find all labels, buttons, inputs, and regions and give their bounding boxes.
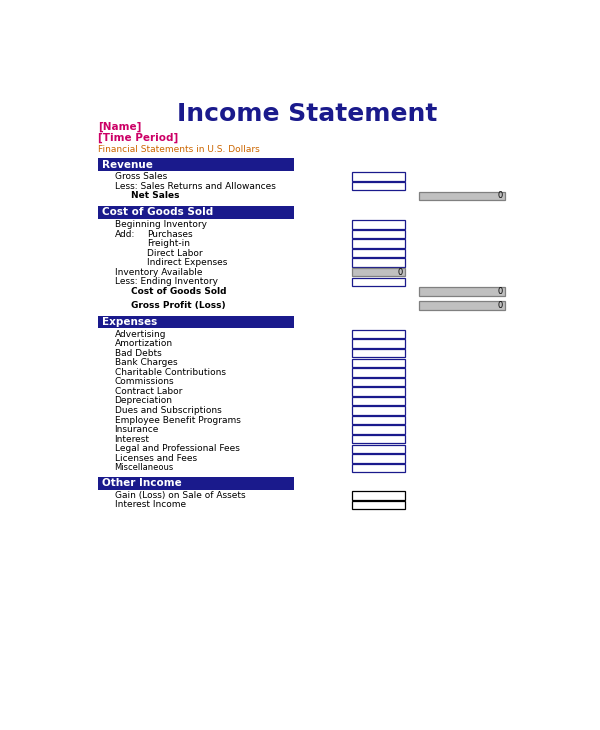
Bar <box>352 464 405 472</box>
Text: Beginning Inventory: Beginning Inventory <box>115 220 206 229</box>
Text: Dues and Subscriptions: Dues and Subscriptions <box>115 406 221 415</box>
Text: Employee Benefit Programs: Employee Benefit Programs <box>115 415 241 425</box>
Bar <box>352 491 405 499</box>
Text: Bad Debts: Bad Debts <box>115 349 161 358</box>
Text: Gain (Loss) on Sale of Assets: Gain (Loss) on Sale of Assets <box>115 491 245 500</box>
Bar <box>352 182 405 191</box>
Text: Legal and Professional Fees: Legal and Professional Fees <box>115 445 239 453</box>
Text: 0: 0 <box>497 191 502 200</box>
Bar <box>352 330 405 338</box>
Text: Freight-in: Freight-in <box>147 239 190 248</box>
Bar <box>352 277 405 286</box>
Text: Expenses: Expenses <box>102 317 157 327</box>
Text: Less: Sales Returns and Allowances: Less: Sales Returns and Allowances <box>115 182 275 191</box>
Bar <box>352 358 405 367</box>
Text: Cost of Goods Sold: Cost of Goods Sold <box>102 207 213 218</box>
Bar <box>352 220 405 228</box>
Text: Revenue: Revenue <box>102 160 153 169</box>
Text: Income Statement: Income Statement <box>178 101 437 126</box>
Bar <box>352 435 405 443</box>
Text: 0: 0 <box>497 301 502 310</box>
Text: Bank Charges: Bank Charges <box>115 358 177 367</box>
Bar <box>352 368 405 377</box>
Text: 0: 0 <box>497 287 502 296</box>
Bar <box>352 239 405 247</box>
Text: Interest: Interest <box>115 434 149 444</box>
Bar <box>352 397 405 405</box>
Text: Inventory Available: Inventory Available <box>115 268 202 277</box>
Text: Cost of Goods Sold: Cost of Goods Sold <box>131 287 226 296</box>
Text: Direct Labor: Direct Labor <box>147 249 203 258</box>
Text: Miscellaneous: Miscellaneous <box>115 464 174 472</box>
Bar <box>352 268 405 277</box>
Text: Charitable Contributions: Charitable Contributions <box>115 368 226 377</box>
Bar <box>352 339 405 348</box>
Text: Licenses and Fees: Licenses and Fees <box>115 454 197 463</box>
Text: Insurance: Insurance <box>115 425 159 434</box>
Text: Other Income: Other Income <box>102 478 182 488</box>
Bar <box>352 230 405 238</box>
Text: Amortization: Amortization <box>115 339 173 348</box>
Text: [Time Period]: [Time Period] <box>98 133 179 143</box>
Text: Advertising: Advertising <box>115 329 166 339</box>
Bar <box>352 501 405 510</box>
Text: Commissions: Commissions <box>115 377 174 386</box>
Bar <box>352 172 405 181</box>
Bar <box>352 426 405 434</box>
Bar <box>352 416 405 424</box>
Bar <box>98 477 293 490</box>
Text: Purchases: Purchases <box>147 229 193 239</box>
Text: Financial Statements in U.S. Dollars: Financial Statements in U.S. Dollars <box>98 145 260 154</box>
Text: Less: Ending Inventory: Less: Ending Inventory <box>115 277 218 286</box>
Bar <box>352 349 405 358</box>
Text: Net Sales: Net Sales <box>131 191 179 200</box>
Bar <box>352 407 405 415</box>
Bar <box>352 249 405 258</box>
Bar <box>98 316 293 328</box>
Bar <box>419 191 505 200</box>
Bar <box>419 301 505 310</box>
Text: Gross Profit (Loss): Gross Profit (Loss) <box>131 301 226 310</box>
Text: [Name]: [Name] <box>98 121 142 131</box>
Text: Indirect Expenses: Indirect Expenses <box>147 258 227 267</box>
Bar <box>352 445 405 453</box>
Bar <box>98 206 293 218</box>
Bar <box>352 377 405 386</box>
Bar <box>419 287 505 296</box>
Text: Add:: Add: <box>115 229 135 239</box>
Text: 0: 0 <box>397 268 403 277</box>
Text: Depreciation: Depreciation <box>115 396 173 405</box>
Text: Interest Income: Interest Income <box>115 501 185 510</box>
Text: Gross Sales: Gross Sales <box>115 172 167 181</box>
Bar <box>352 258 405 267</box>
Bar <box>352 387 405 396</box>
Text: Contract Labor: Contract Labor <box>115 387 182 396</box>
Bar <box>98 158 293 171</box>
Bar <box>352 454 405 463</box>
